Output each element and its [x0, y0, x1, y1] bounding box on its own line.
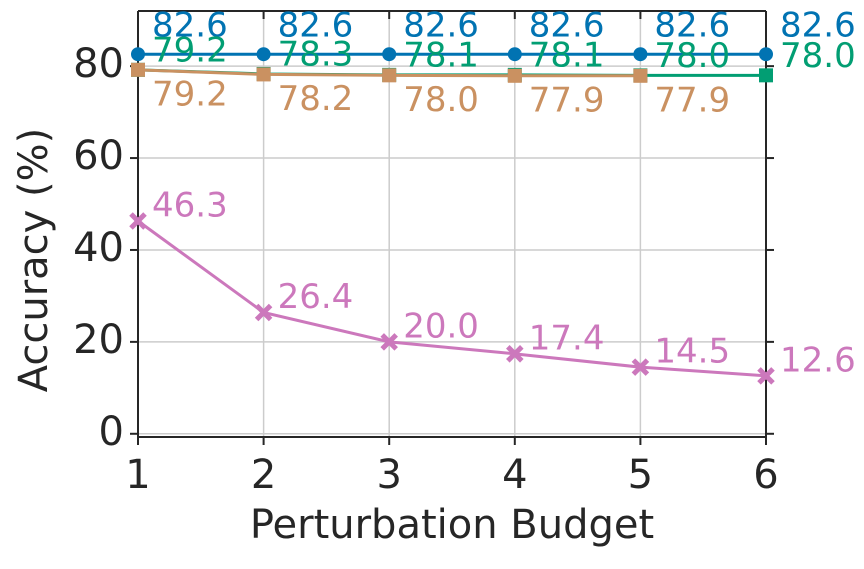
marker — [256, 67, 271, 82]
data-label: 77.9 — [654, 80, 730, 120]
marker — [633, 47, 648, 62]
marker — [256, 47, 271, 62]
marker — [380, 333, 398, 351]
data-label: 79.2 — [152, 30, 228, 70]
marker — [759, 47, 773, 62]
data-label: 78.2 — [278, 79, 354, 119]
y-tick-label: 20 — [73, 317, 124, 363]
data-label: 82.6 — [403, 6, 479, 46]
y-tick-label: 40 — [73, 225, 124, 271]
marker — [382, 47, 397, 62]
data-label: 82.6 — [780, 6, 856, 46]
data-label: 17.4 — [529, 318, 605, 358]
y-tick-label: 0 — [99, 409, 124, 455]
y-tick-label: 80 — [73, 41, 124, 87]
data-label: 78.1 — [529, 35, 605, 75]
marker — [759, 68, 773, 83]
data-label: 20.0 — [403, 306, 479, 346]
marker — [757, 367, 775, 385]
data-label: 82.6 — [654, 6, 730, 46]
marker — [507, 47, 522, 62]
marker — [131, 47, 145, 62]
data-label: 78.1 — [403, 35, 479, 75]
marker — [507, 68, 522, 83]
x-tick-label: 3 — [376, 452, 401, 498]
data-label: 82.6 — [278, 6, 354, 46]
data-label: 78.0 — [403, 80, 479, 120]
data-label: 14.5 — [654, 332, 730, 372]
x-tick-label: 4 — [502, 452, 527, 498]
marker — [382, 68, 397, 83]
marker — [633, 68, 648, 83]
data-label: 78.3 — [278, 34, 354, 74]
x-tick-label: 1 — [125, 452, 150, 498]
data-label: 26.4 — [278, 277, 354, 317]
data-label: 12.6 — [780, 340, 856, 380]
marker — [131, 62, 145, 77]
data-label: 78.0 — [780, 36, 856, 76]
data-label: 46.3 — [152, 186, 228, 226]
x-tick-label: 6 — [753, 452, 778, 498]
y-tick-label: 60 — [73, 133, 124, 179]
marker — [129, 212, 147, 230]
data-label: 82.6 — [529, 6, 605, 46]
marker — [506, 345, 524, 363]
x-tick-label: 5 — [628, 452, 653, 498]
data-label: 77.9 — [529, 80, 605, 120]
marker — [631, 358, 650, 376]
data-label: 82.6 — [152, 6, 228, 46]
y-axis-label: Accuracy (%) — [11, 128, 57, 393]
series-line — [137, 219, 767, 378]
data-label: 79.2 — [152, 74, 228, 114]
marker — [254, 303, 273, 322]
data-label: 78.0 — [654, 36, 730, 76]
x-axis-label: Perturbation Budget — [250, 502, 654, 548]
x-tick-label: 2 — [251, 452, 276, 498]
